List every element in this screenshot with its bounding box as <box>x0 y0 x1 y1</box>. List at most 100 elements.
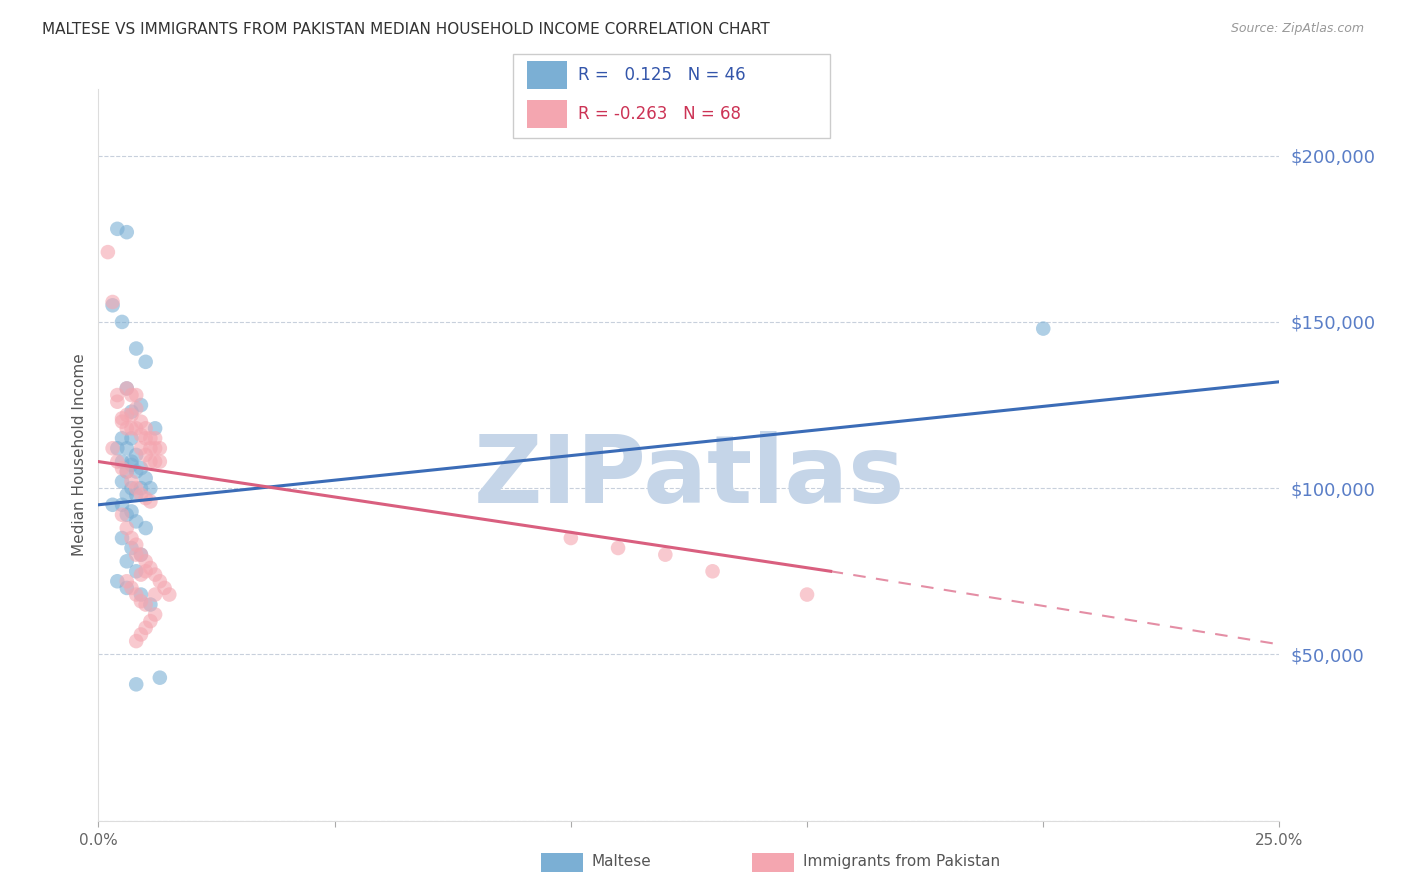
Point <box>115 408 138 422</box>
Point <box>129 548 152 562</box>
Point <box>135 564 157 578</box>
Point <box>129 588 152 602</box>
Point <box>143 431 166 445</box>
Point <box>111 415 134 429</box>
Point <box>129 567 152 582</box>
Point <box>143 442 166 456</box>
Point <box>105 442 128 456</box>
Point <box>115 465 138 479</box>
Point <box>125 481 148 495</box>
Point <box>115 488 138 502</box>
Point <box>143 454 166 468</box>
Point <box>129 428 152 442</box>
Point <box>796 588 818 602</box>
Point <box>101 498 124 512</box>
Point <box>115 421 138 435</box>
Point <box>125 588 148 602</box>
Point <box>135 431 157 445</box>
Point <box>111 531 134 545</box>
Point <box>139 442 162 456</box>
Point <box>560 531 582 545</box>
Point <box>135 421 157 435</box>
Point <box>115 225 138 239</box>
Point <box>135 448 157 462</box>
Text: Source: ZipAtlas.com: Source: ZipAtlas.com <box>1230 22 1364 36</box>
Point <box>111 461 134 475</box>
Point <box>115 381 138 395</box>
Point <box>111 508 134 522</box>
Point <box>129 627 152 641</box>
Point <box>125 634 148 648</box>
Point <box>111 431 134 445</box>
Point <box>702 564 724 578</box>
Point <box>101 295 124 310</box>
Point <box>125 677 148 691</box>
Point <box>111 411 134 425</box>
Point <box>139 561 162 575</box>
Point <box>115 442 138 456</box>
Point <box>125 515 148 529</box>
Point <box>143 607 166 622</box>
Point <box>121 458 143 472</box>
Point <box>105 222 128 236</box>
Point <box>125 538 148 552</box>
Point <box>1032 321 1054 335</box>
Point <box>129 442 152 456</box>
Point <box>129 415 152 429</box>
Point <box>125 421 148 435</box>
Point <box>125 465 148 479</box>
Point <box>157 588 180 602</box>
Point <box>105 388 128 402</box>
Text: Maltese: Maltese <box>592 854 651 869</box>
Point <box>121 541 143 555</box>
Text: MALTESE VS IMMIGRANTS FROM PAKISTAN MEDIAN HOUSEHOLD INCOME CORRELATION CHART: MALTESE VS IMMIGRANTS FROM PAKISTAN MEDI… <box>42 22 770 37</box>
Point <box>135 491 157 505</box>
Point <box>135 355 157 369</box>
Point <box>121 408 143 422</box>
Point <box>125 342 148 356</box>
Point <box>149 454 172 468</box>
Point <box>135 598 157 612</box>
Point <box>121 504 143 518</box>
Point <box>654 548 676 562</box>
Point <box>115 465 138 479</box>
Point <box>139 481 162 495</box>
Point <box>121 475 143 489</box>
Point <box>129 481 152 495</box>
Point <box>129 461 152 475</box>
Text: R =   0.125   N = 46: R = 0.125 N = 46 <box>578 66 745 84</box>
Point <box>143 567 166 582</box>
Point <box>125 401 148 416</box>
Point <box>121 405 143 419</box>
Point <box>139 614 162 628</box>
Point <box>607 541 630 555</box>
Point <box>125 548 148 562</box>
Point <box>149 671 172 685</box>
Point <box>115 381 138 395</box>
Point <box>149 442 172 456</box>
Point <box>135 521 157 535</box>
Point <box>125 488 148 502</box>
Point <box>121 531 143 545</box>
Point <box>139 598 162 612</box>
Point <box>97 245 120 260</box>
Point <box>111 454 134 468</box>
Point <box>101 298 124 312</box>
Point <box>121 581 143 595</box>
Point <box>129 398 152 412</box>
Point <box>149 574 172 589</box>
Point <box>139 431 162 445</box>
Point <box>115 521 138 535</box>
Point <box>143 421 166 435</box>
Point <box>111 498 134 512</box>
Text: Immigrants from Pakistan: Immigrants from Pakistan <box>803 854 1000 869</box>
Point <box>101 442 124 456</box>
Point <box>129 548 152 562</box>
Point <box>121 431 143 445</box>
Point <box>121 454 143 468</box>
Point <box>135 621 157 635</box>
Point <box>121 388 143 402</box>
Point <box>111 315 134 329</box>
Point <box>121 481 143 495</box>
Point <box>143 588 166 602</box>
